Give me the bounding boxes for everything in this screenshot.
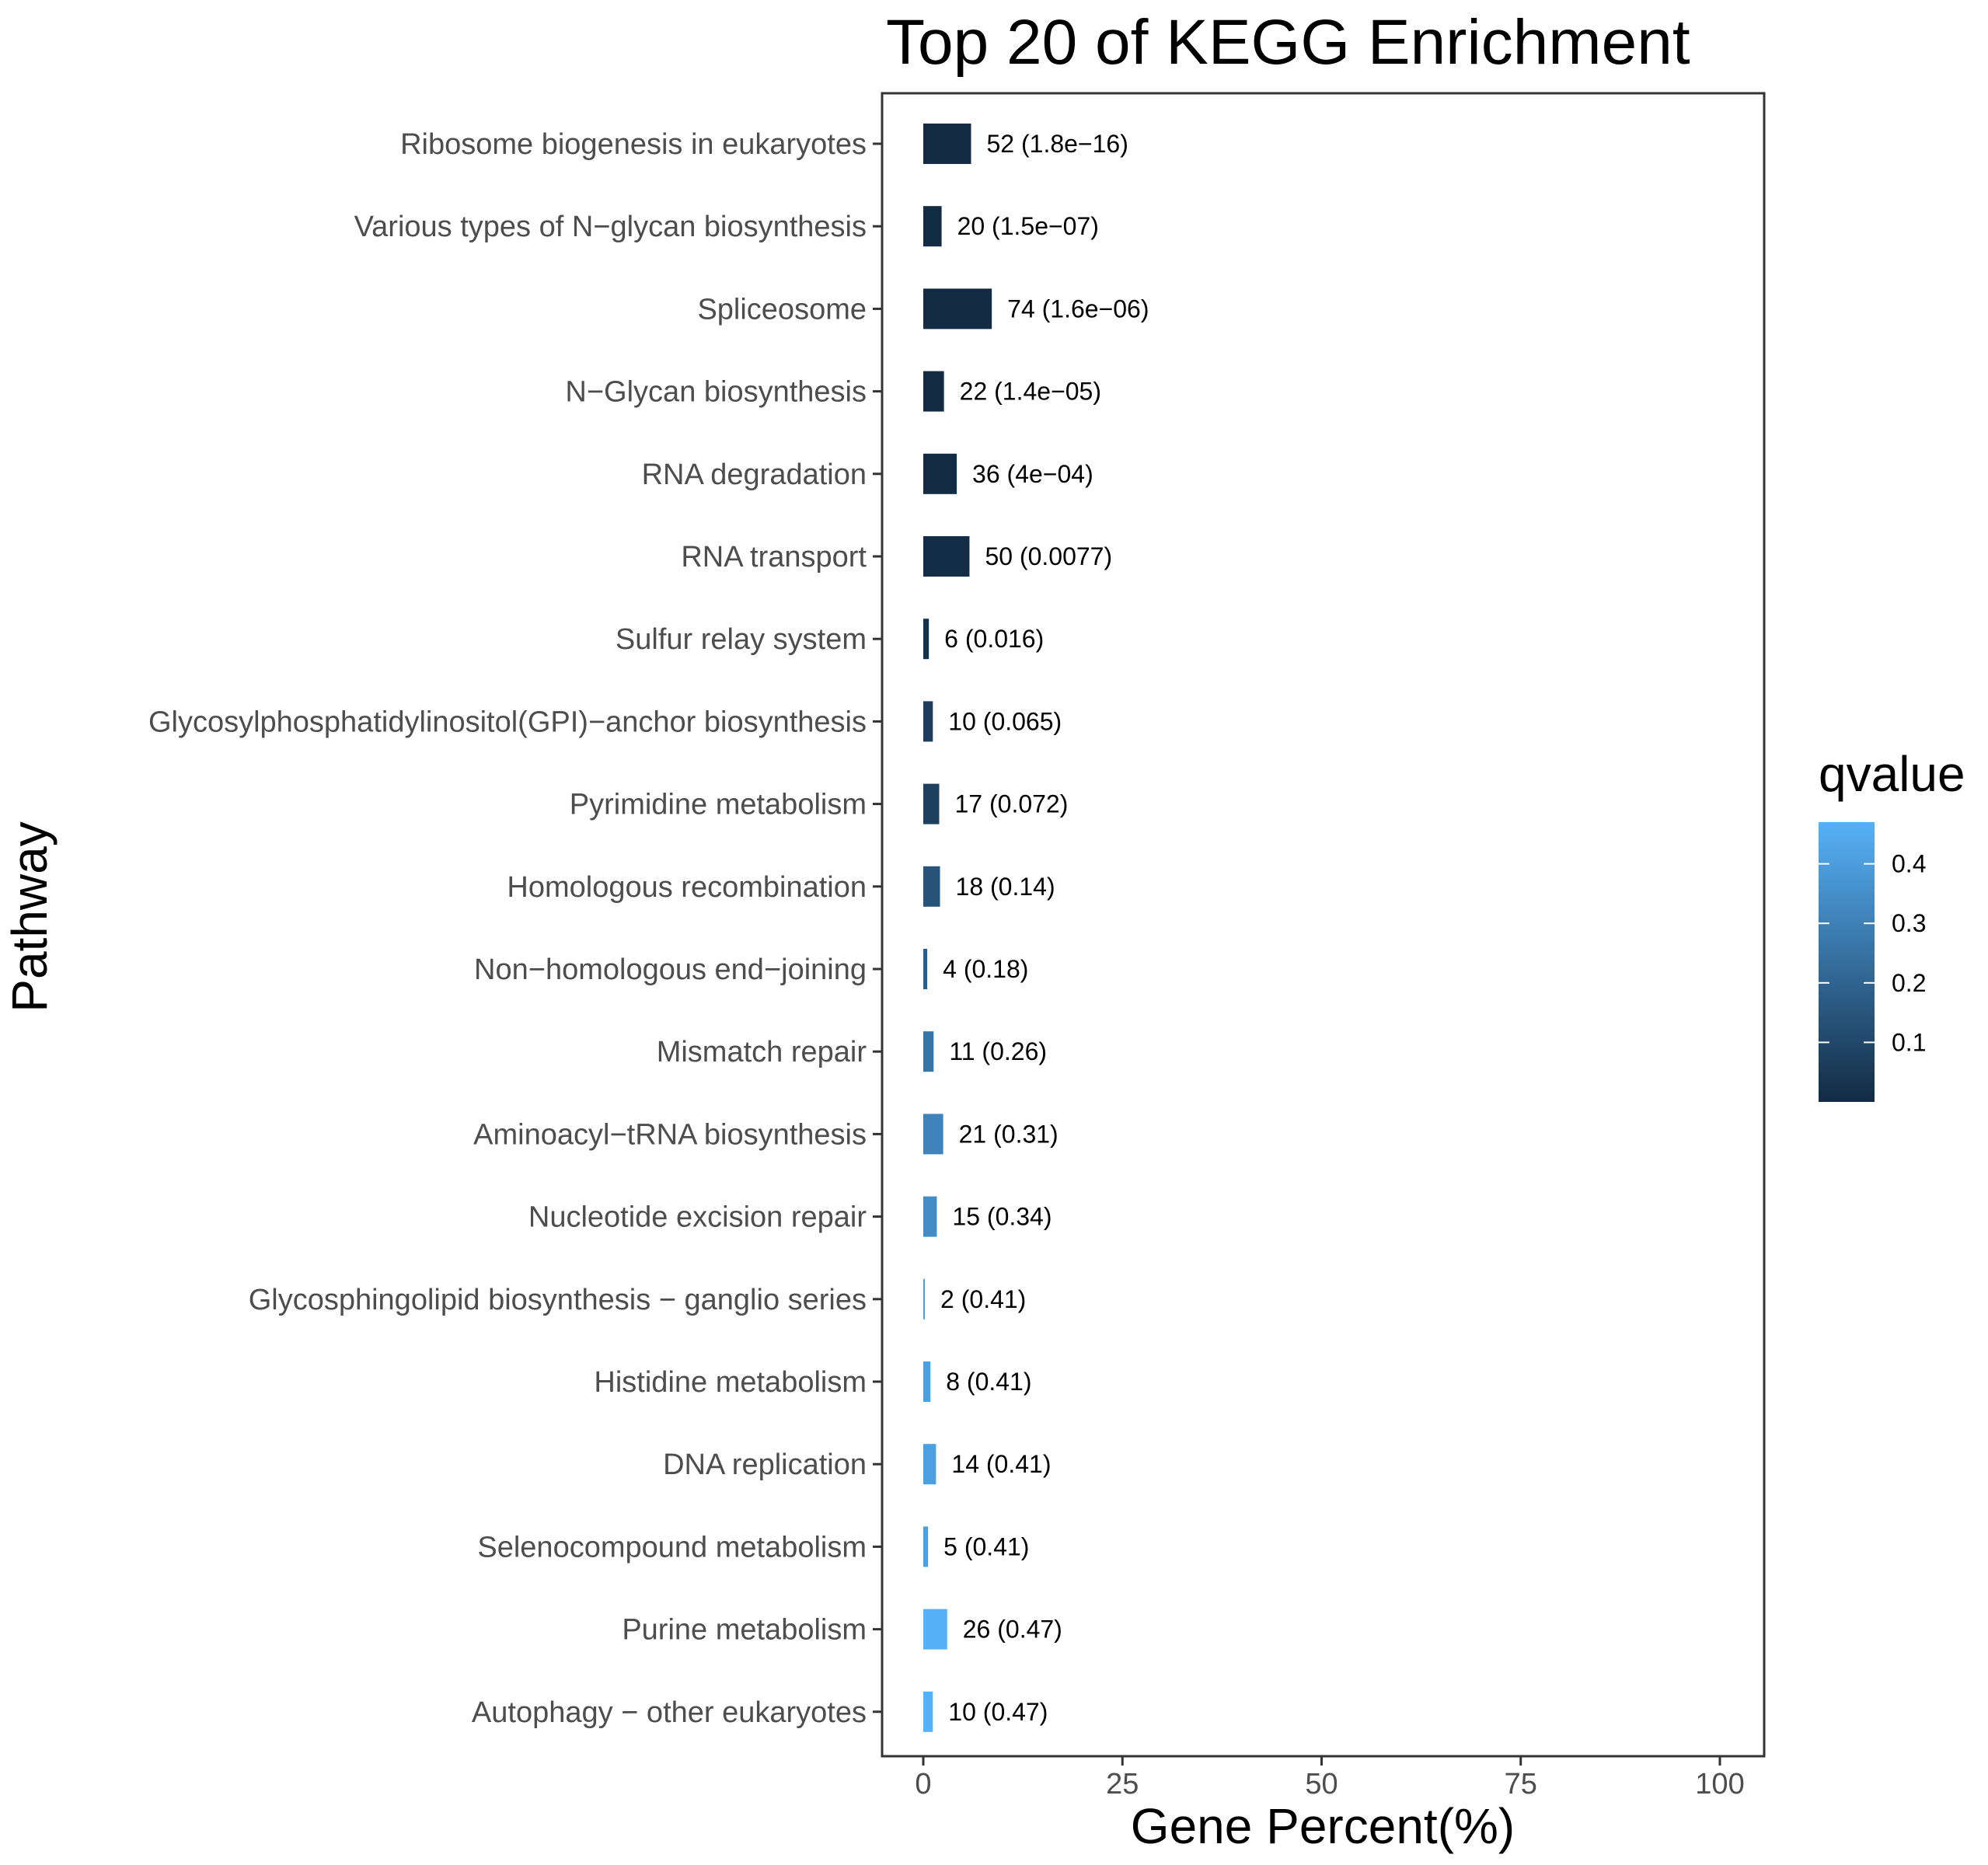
- chart-title: Top 20 of KEGG Enrichment: [886, 7, 1690, 78]
- bar-value-label: 10 (0.065): [948, 707, 1062, 735]
- legend-title: qvalue: [1819, 746, 1965, 802]
- y-tick-label: Histidine metabolism: [594, 1366, 867, 1399]
- bar: [923, 371, 944, 412]
- bar-value-label: 18 (0.14): [956, 873, 1055, 901]
- x-tick-label: 50: [1305, 1768, 1338, 1801]
- bar: [923, 1278, 926, 1319]
- y-tick-label: Aminoacyl−tRNA biosynthesis: [473, 1118, 867, 1151]
- bar: [923, 453, 957, 494]
- legend-tick-label: 0.4: [1892, 850, 1926, 878]
- bar-value-label: 52 (1.8e−16): [987, 130, 1128, 158]
- bar: [923, 206, 942, 247]
- bar-value-label: 20 (1.5e−07): [957, 212, 1099, 240]
- bar: [923, 1444, 936, 1485]
- bar: [923, 1691, 933, 1732]
- legend-tick-label: 0.1: [1892, 1028, 1926, 1056]
- bars-layer: [923, 124, 992, 1732]
- y-tick-label: Non−homologous end−joining: [474, 953, 867, 986]
- y-tick-label: Mismatch repair: [657, 1036, 867, 1068]
- y-tick-label: Spliceosome: [697, 293, 867, 326]
- y-axis-title: Pathway: [2, 821, 58, 1012]
- bar: [923, 1361, 931, 1402]
- x-tick-label: 75: [1505, 1768, 1537, 1801]
- y-tick-label: Homologous recombination: [507, 871, 867, 904]
- y-axis: Ribosome biogenesis in eukaryotes Various…: [148, 128, 882, 1729]
- x-axis: 0 25 50 75 100: [915, 1756, 1745, 1801]
- bar-value-label: 10 (0.47): [948, 1698, 1048, 1726]
- bar: [923, 1526, 929, 1567]
- bar-value-label: 2 (0.41): [940, 1285, 1026, 1313]
- y-tick-label: RNA transport: [681, 541, 867, 573]
- bar-value-label: 8 (0.41): [946, 1368, 1031, 1396]
- bar: [923, 1196, 937, 1237]
- bar: [923, 783, 940, 824]
- y-tick-label: DNA replication: [663, 1448, 867, 1481]
- bar: [923, 619, 929, 660]
- bar: [923, 536, 970, 577]
- legend-colorbar: [1819, 822, 1875, 1102]
- bar: [923, 949, 928, 989]
- bar-value-label: 50 (0.0077): [985, 542, 1112, 570]
- y-tick-label: Nucleotide excision repair: [528, 1201, 867, 1234]
- x-tick-label: 100: [1695, 1768, 1744, 1801]
- bar-value-label: 36 (4e−04): [972, 460, 1093, 488]
- y-tick-label: N−Glycan biosynthesis: [565, 376, 867, 409]
- y-tick-label: Sulfur relay system: [616, 623, 867, 656]
- bar-value-label: 14 (0.41): [951, 1450, 1051, 1478]
- legend-tick-label: 0.3: [1892, 909, 1926, 937]
- plot-panel: [881, 92, 1766, 1758]
- bar: [923, 1114, 943, 1155]
- legend-tick-label: 0.2: [1892, 969, 1926, 997]
- bar: [923, 124, 971, 164]
- legend-ticks: 0.1 0.2 0.3 0.4: [1819, 850, 1926, 1056]
- bar-value-label: 15 (0.34): [952, 1203, 1052, 1231]
- x-axis-title: Gene Percent(%): [1131, 1798, 1515, 1854]
- y-tick-label: Various types of N−glycan biosynthesis: [354, 211, 867, 243]
- y-tick-label: Glycosphingolipid biosynthesis − ganglio…: [249, 1284, 867, 1316]
- bar: [923, 701, 933, 742]
- y-tick-label: Ribosome biogenesis in eukaryotes: [400, 128, 867, 161]
- y-tick-label: Pyrimidine metabolism: [570, 789, 867, 821]
- x-tick-label: 25: [1106, 1768, 1139, 1801]
- bar-value-label: 6 (0.016): [944, 625, 1044, 653]
- bar: [923, 288, 992, 329]
- y-tick-label: Autophagy − other eukaryotes: [472, 1696, 867, 1729]
- bar-value-label: 11 (0.26): [949, 1037, 1047, 1065]
- bar: [923, 1031, 934, 1072]
- y-tick-label: RNA degradation: [642, 458, 867, 491]
- bar-value-label: 21 (0.31): [959, 1120, 1059, 1148]
- bar-value-label: 22 (1.4e−05): [960, 378, 1101, 406]
- bar: [923, 1609, 947, 1650]
- y-tick-label: Glycosylphosphatidylinositol(GPI)−anchor…: [148, 706, 867, 738]
- bar-value-label: 4 (0.18): [943, 955, 1028, 983]
- x-tick-label: 0: [915, 1768, 931, 1801]
- bar-value-label: 5 (0.41): [943, 1532, 1029, 1560]
- bar-value-label: 26 (0.47): [963, 1616, 1062, 1644]
- bar-value-label: 74 (1.6e−06): [1007, 295, 1149, 322]
- y-tick-label: Selenocompound metabolism: [477, 1531, 867, 1563]
- y-tick-label: Purine metabolism: [622, 1614, 867, 1647]
- bar-labels-layer: 52 (1.8e−16) 20 (1.5e−07) 74 (1.6e−06) 22 (…: [940, 130, 1149, 1726]
- bar: [923, 866, 940, 907]
- bar-value-label: 17 (0.072): [955, 790, 1069, 818]
